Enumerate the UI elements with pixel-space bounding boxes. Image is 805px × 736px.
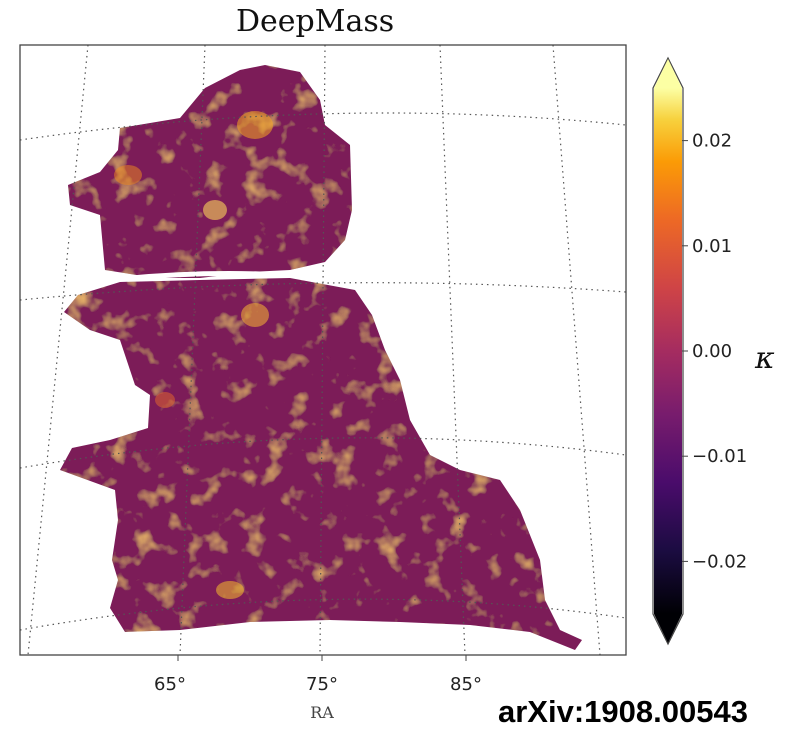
bright-patch [203,200,227,220]
colorbar-gradient [654,88,682,614]
x-tick-label: 75° [306,674,338,695]
x-axis-label: RA [310,703,334,722]
colorbar-tick-label: −0.02 [692,551,747,572]
chart-title: DeepMass [236,4,395,39]
mask-gap [94,271,361,285]
colorbar-tick-label: 0.01 [692,236,732,257]
graticule-grid [19,44,627,656]
bright-patch [216,581,244,599]
colorbar-tick-label: 0.02 [692,131,732,152]
bright-patch [237,111,273,139]
survey-footprint [60,65,582,650]
x-axis: 65° 75° 85° RA [154,655,482,722]
x-tick-label: 85° [450,674,482,695]
colorbar-label: κ [754,341,775,376]
bright-patch [114,165,142,185]
mass-map [60,65,582,650]
x-tick-label: 65° [154,674,186,695]
colorbar-extend-min [654,614,682,643]
bright-patch [155,392,175,408]
colorbar: 0.02 0.01 0.00 −0.01 −0.02 κ [652,56,775,646]
bright-patch [241,303,269,327]
colorbar-outline [652,56,684,646]
colorbar-tick-label: −0.01 [692,446,747,467]
colorbar-extend-max [654,59,682,88]
plot-frame [19,44,627,656]
colorbar-tick-label: 0.00 [692,341,732,362]
arxiv-citation: arXiv:1908.00543 [498,694,748,729]
